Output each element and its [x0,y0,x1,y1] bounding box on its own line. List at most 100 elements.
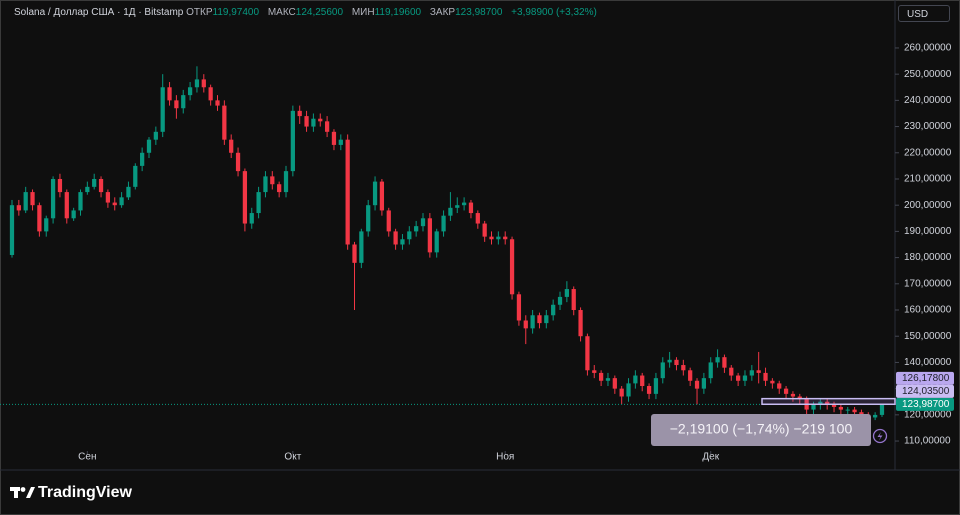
candle-body [489,236,494,240]
candle-body [688,370,693,381]
candle-body [283,171,289,193]
candle-body [468,202,474,214]
y-tick-label: 240,00000 [904,95,952,106]
candle-body [167,87,172,101]
candle-body [736,375,741,381]
candle-body [763,372,768,381]
candle-body [140,152,145,166]
candle-body [407,231,412,240]
candle-body [681,365,686,371]
candle-body [249,213,254,224]
candle-body [222,105,227,140]
candle-body [71,210,76,219]
candle-body [571,289,576,311]
candle-body [777,383,782,389]
candle-body [852,409,857,413]
candle-body [133,165,138,187]
candle-body [146,139,152,153]
candle-body [879,404,885,415]
high-value: 124,25600 [295,7,344,18]
candle-body [359,231,364,263]
candle-body [338,139,343,145]
candle-body [578,310,583,337]
brand-name: TradingView [38,484,133,501]
logo-part [26,487,35,498]
candle-body [23,192,28,211]
y-tick-label: 250,00000 [904,69,952,80]
symbol: Solana / Доллар США · 1Д · Bitstamp [14,7,184,18]
candle-body [551,304,556,316]
y-tick-label: 110,00000 [904,436,951,447]
candle-body [85,186,90,193]
open-value: 119,97400 [212,7,260,18]
price-label: 126,17800 [902,373,950,384]
candle-body [345,139,350,245]
candle-body [873,414,878,418]
candle-body [845,409,850,411]
x-tick-label: Сен [78,452,96,463]
candle-body [98,178,104,193]
candle-body [701,378,706,389]
candle-body [174,100,179,109]
y-tick-label: 120,00000 [904,409,952,420]
candle-body [859,412,864,415]
candle-body [749,370,754,376]
candle-body [831,404,837,407]
candle-body [324,121,330,132]
alert-icon-bolt [877,432,883,441]
candle-body [516,294,522,321]
candle-body [694,380,700,389]
measure-range [761,397,896,406]
candle-body [270,176,275,185]
candle-body [105,192,111,203]
candle-body [16,205,21,211]
candle-body [44,218,49,232]
candle-body [509,239,515,295]
candle-body [811,404,816,410]
candle-body [626,383,631,397]
candle-body [482,223,487,237]
candle-body [50,178,56,219]
candle-body [537,315,542,324]
y-tick-label: 150,00000 [904,331,952,342]
candle-body [92,178,97,187]
measure-label: −2,19100 (−1,74%) −219 100 [670,421,853,437]
candle-body [37,205,42,232]
candle-body [64,192,69,219]
candle-body [9,205,15,255]
candle-body [297,110,302,117]
currency-button[interactable]: USD [898,5,950,22]
candle-body [605,378,611,381]
candle-body [564,289,569,297]
candle-body [455,205,460,208]
y-tick-label: 260,00000 [904,43,952,54]
alert-icon [872,428,888,444]
candle-body [496,236,501,240]
price-label-box [896,397,954,411]
open-label: ОТКР [186,7,213,18]
candle-body [194,79,200,88]
candle-body [201,79,206,88]
close-label: ЗАКР [429,7,456,18]
candle-body [277,184,282,193]
low-value: 119,19600 [374,7,422,18]
candle-body [557,296,563,305]
candle-body [352,244,357,263]
x-tick-label: Окт [284,452,301,463]
candle-body [756,370,761,373]
candle-body [818,401,823,405]
price-label: 123,98700 [902,399,950,410]
candle-body [530,315,535,329]
candle-body [646,386,652,394]
change-value: +3,98900 (+3,32%) [511,7,597,18]
candle-body [448,207,453,216]
candle-body [311,118,316,127]
candle-body [797,396,802,400]
price-label-box [896,384,954,398]
candle-body [729,367,734,376]
candle-body [181,95,186,109]
candle-body [420,218,426,227]
candle-body [57,178,63,193]
y-tick-label: 200,00000 [904,200,952,211]
